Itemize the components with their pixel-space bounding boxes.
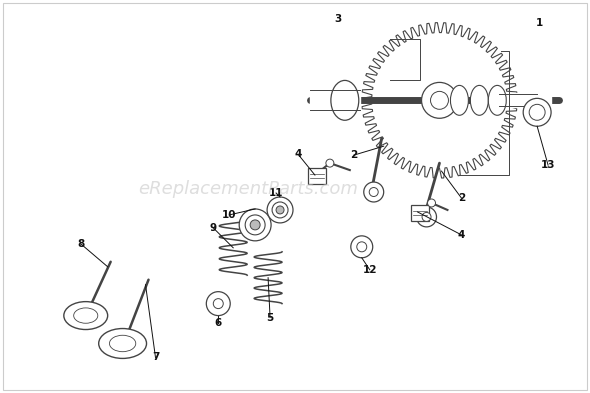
- Ellipse shape: [74, 308, 98, 323]
- Circle shape: [239, 209, 271, 241]
- Circle shape: [523, 98, 551, 126]
- Circle shape: [206, 292, 230, 316]
- Circle shape: [421, 83, 457, 118]
- Ellipse shape: [99, 329, 146, 358]
- Ellipse shape: [331, 81, 359, 120]
- Ellipse shape: [64, 301, 107, 329]
- Text: eReplacementParts.com: eReplacementParts.com: [138, 180, 358, 198]
- Ellipse shape: [110, 335, 136, 352]
- Circle shape: [272, 202, 288, 218]
- Circle shape: [428, 199, 435, 207]
- Circle shape: [351, 236, 373, 258]
- Text: 4: 4: [294, 149, 301, 159]
- Circle shape: [369, 187, 378, 196]
- Text: 8: 8: [77, 239, 84, 249]
- Text: 9: 9: [209, 223, 217, 233]
- Text: 13: 13: [541, 160, 555, 170]
- Text: 5: 5: [267, 312, 274, 323]
- Circle shape: [326, 159, 334, 167]
- Polygon shape: [362, 23, 517, 178]
- Circle shape: [276, 206, 284, 214]
- Ellipse shape: [450, 85, 468, 115]
- Text: 2: 2: [350, 150, 358, 160]
- Bar: [308, 168, 326, 184]
- Text: 6: 6: [215, 318, 222, 327]
- Circle shape: [364, 182, 384, 202]
- Text: 7: 7: [152, 353, 159, 362]
- Circle shape: [267, 197, 293, 223]
- Circle shape: [529, 104, 545, 120]
- Circle shape: [431, 92, 448, 109]
- Circle shape: [357, 242, 367, 252]
- Ellipse shape: [489, 85, 506, 115]
- Text: 3: 3: [334, 14, 342, 24]
- Bar: [411, 205, 428, 221]
- Circle shape: [417, 207, 437, 227]
- Text: 11: 11: [269, 188, 283, 198]
- Ellipse shape: [470, 85, 489, 115]
- Circle shape: [214, 299, 223, 309]
- Text: 12: 12: [362, 265, 377, 275]
- Text: 4: 4: [458, 230, 465, 240]
- Circle shape: [245, 215, 265, 235]
- Text: 2: 2: [458, 193, 465, 203]
- Circle shape: [422, 213, 431, 221]
- Text: 1: 1: [536, 18, 543, 28]
- Circle shape: [250, 220, 260, 230]
- Text: 10: 10: [222, 210, 237, 220]
